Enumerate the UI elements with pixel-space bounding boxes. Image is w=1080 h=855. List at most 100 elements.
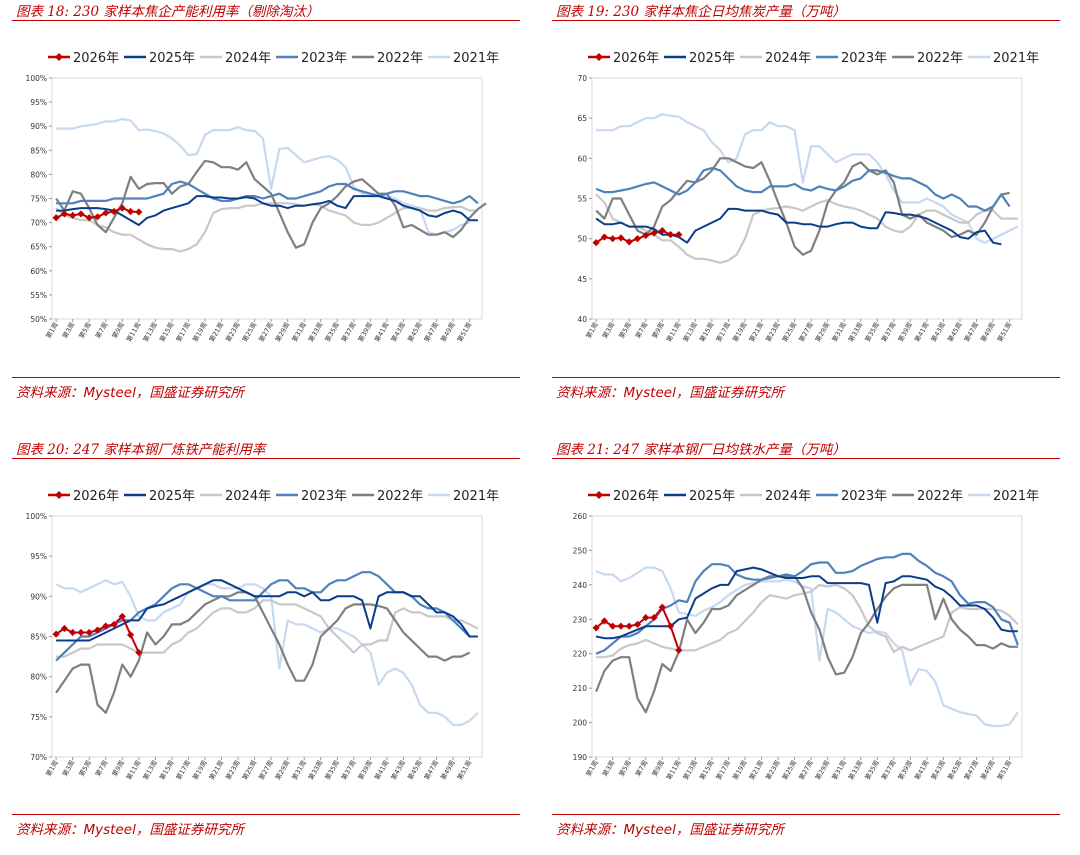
x-tick-label: 第45周 bbox=[405, 759, 423, 782]
title-rule bbox=[12, 20, 520, 21]
point-2026 bbox=[609, 235, 617, 243]
x-tick-label: 第5周 bbox=[617, 759, 633, 778]
y-tick-label: 70% bbox=[30, 753, 47, 762]
x-tick-label: 第15周 bbox=[157, 759, 175, 782]
point-2026 bbox=[102, 622, 110, 630]
x-tick-label: 第51周 bbox=[455, 321, 473, 344]
x-tick-label: 第49周 bbox=[438, 321, 456, 344]
legend-item: 2021年 bbox=[428, 489, 499, 504]
x-tick-label: 第33周 bbox=[306, 759, 324, 782]
point-2026 bbox=[625, 622, 633, 630]
x-tick-label: 第35周 bbox=[863, 321, 881, 344]
point-2026 bbox=[110, 207, 118, 216]
point-2026 bbox=[69, 628, 77, 637]
source-prefix: 资料来源： bbox=[16, 385, 84, 401]
x-tick-label: 第51周 bbox=[995, 321, 1013, 344]
x-tick-label: 第41周 bbox=[912, 321, 930, 344]
source-prefix: 资料来源： bbox=[556, 385, 624, 401]
source-suffix: ，国盛证券研究所 bbox=[135, 822, 244, 838]
point-2026 bbox=[60, 624, 69, 633]
y-tick-label: 60 bbox=[577, 154, 587, 163]
y-tick-label: 80% bbox=[30, 170, 47, 179]
legend-label: 2021年 bbox=[993, 51, 1039, 66]
x-tick-label: 第9周 bbox=[110, 321, 126, 340]
x-tick-label: 第7周 bbox=[633, 759, 649, 778]
x-tick-label: 第33周 bbox=[846, 321, 864, 344]
x-tick-label: 第45周 bbox=[945, 321, 963, 344]
x-tick-label: 第35周 bbox=[323, 321, 341, 344]
y-tick-label: 95% bbox=[30, 98, 47, 107]
point-2026 bbox=[617, 622, 625, 630]
x-tick-label: 第3周 bbox=[600, 321, 616, 340]
legend-marker bbox=[55, 53, 63, 61]
x-tick-label: 第51周 bbox=[455, 759, 473, 782]
y-tick-label: 85% bbox=[30, 633, 47, 642]
y-tick-label: 95% bbox=[30, 552, 47, 561]
x-tick-label: 第11周 bbox=[664, 759, 682, 782]
series-line-2022 bbox=[55, 591, 471, 714]
x-tick-label: 第43周 bbox=[929, 321, 947, 344]
legend-label: 2022年 bbox=[377, 51, 423, 66]
legend-label: 2025年 bbox=[689, 51, 735, 66]
legend-label: 2024年 bbox=[225, 489, 271, 504]
chart-title: 图表 21: 247 家样本钢厂日均铁水产量（万吨） bbox=[556, 442, 846, 458]
x-tick-label: 第5周 bbox=[77, 321, 93, 340]
legend-label: 2022年 bbox=[377, 489, 423, 504]
x-tick-label: 第3周 bbox=[60, 321, 76, 340]
legend-item: 2026年 bbox=[48, 51, 119, 66]
point-2026 bbox=[658, 227, 666, 235]
x-tick-label: 第27周 bbox=[796, 759, 814, 782]
y-tick-label: 200 bbox=[573, 719, 588, 728]
source-rule bbox=[12, 377, 520, 378]
chart-title: 图表 20: 247 家样本钢厂炼铁产能利用率 bbox=[16, 442, 266, 458]
x-tick-label: 第13周 bbox=[141, 759, 159, 782]
legend-item: 2024年 bbox=[200, 51, 271, 66]
legend-label: 2022年 bbox=[917, 489, 963, 504]
x-tick-label: 第35周 bbox=[323, 759, 341, 782]
point-2026 bbox=[633, 235, 642, 243]
x-tick-label: 第29周 bbox=[273, 321, 291, 344]
x-tick-label: 第15周 bbox=[697, 321, 715, 344]
legend-item: 2021年 bbox=[428, 51, 499, 66]
x-tick-label: 第11周 bbox=[664, 321, 682, 344]
legend-item: 2025年 bbox=[124, 489, 195, 504]
point-2026 bbox=[135, 208, 143, 216]
x-tick-label: 第29周 bbox=[813, 759, 831, 782]
legend-label: 2024年 bbox=[225, 51, 271, 66]
panel-steel-ironmaking-util: 图表 20: 247 家样本钢厂炼铁产能利用率 2026年 2025年 2024年 2… bbox=[0, 438, 540, 855]
x-tick-label: 第9周 bbox=[650, 759, 666, 778]
legend-label: 2026年 bbox=[73, 489, 119, 504]
title-rule bbox=[12, 458, 520, 459]
panel-coke-daily-output: 图表 19: 230 家样本焦企日均焦炭产量（万吨） 2026年 2025年 202… bbox=[540, 0, 1080, 410]
series-line-2021 bbox=[55, 579, 479, 726]
x-tick-label: 第17周 bbox=[174, 759, 192, 782]
legend-item: 2025年 bbox=[664, 489, 735, 504]
legend-label: 2024年 bbox=[765, 489, 811, 504]
source-suffix: ，国盛证券研究所 bbox=[675, 385, 784, 401]
x-tick-label: 第37周 bbox=[339, 321, 357, 344]
panel-steel-hot-metal-output: 图表 21: 247 家样本钢厂日均铁水产量（万吨） 2026年 2025年 202… bbox=[540, 438, 1080, 855]
source-suffix: ，国盛证券研究所 bbox=[135, 385, 244, 401]
source-brand: Mysteel bbox=[83, 385, 136, 401]
point-2026 bbox=[675, 646, 683, 654]
x-tick-label: 第47周 bbox=[422, 759, 440, 782]
y-tick-label: 250 bbox=[573, 546, 588, 555]
x-tick-label: 第33周 bbox=[846, 759, 864, 782]
x-tick-label: 第41周 bbox=[912, 759, 930, 782]
chart-svg: 2026年 2025年 2024年 2023年 2022年 2021年 70% 75% 80% 8… bbox=[26, 489, 500, 782]
point-2026 bbox=[658, 603, 666, 611]
chart-title: 图表 19: 230 家样本焦企日均焦炭产量（万吨） bbox=[556, 4, 846, 20]
x-tick-label: 第37周 bbox=[339, 759, 357, 782]
legend-label: 2026年 bbox=[73, 51, 119, 66]
series-line-2025 bbox=[56, 195, 478, 226]
point-2026 bbox=[642, 231, 650, 240]
legend-label: 2021年 bbox=[993, 489, 1039, 504]
x-tick-label: 第9周 bbox=[650, 321, 666, 340]
chart-svg: 2026年 2025年 2024年 2023年 2022年 2021年 40 45 50 55 60… bbox=[577, 51, 1039, 344]
y-tick-label: 210 bbox=[573, 684, 588, 693]
x-tick-label: 第29周 bbox=[273, 759, 291, 782]
y-tick-label: 55 bbox=[577, 195, 587, 204]
x-tick-label: 第37周 bbox=[879, 759, 897, 782]
x-tick-label: 第47周 bbox=[962, 321, 980, 344]
chart-svg: 2026年 2025年 2024年 2023年 2022年 2021年 50% 55% 60% 6… bbox=[26, 51, 500, 344]
